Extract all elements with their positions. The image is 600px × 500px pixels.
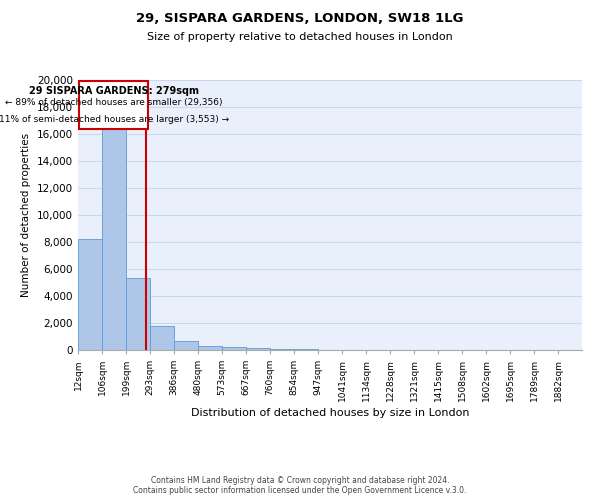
Text: ← 89% of detached houses are smaller (29,356): ← 89% of detached houses are smaller (29…	[5, 98, 223, 108]
Bar	[174, 340, 198, 350]
Bar	[270, 348, 294, 350]
Text: 29 SISPARA GARDENS: 279sqm: 29 SISPARA GARDENS: 279sqm	[29, 86, 199, 96]
Bar	[78, 240, 102, 350]
Bar	[102, 127, 126, 350]
Bar	[246, 348, 270, 350]
FancyBboxPatch shape	[79, 82, 148, 128]
Bar	[222, 348, 246, 350]
X-axis label: Distribution of detached houses by size in London: Distribution of detached houses by size …	[191, 408, 469, 418]
Y-axis label: Number of detached properties: Number of detached properties	[22, 133, 31, 297]
Bar	[294, 349, 318, 350]
Bar	[198, 346, 222, 350]
Text: 29, SISPARA GARDENS, LONDON, SW18 1LG: 29, SISPARA GARDENS, LONDON, SW18 1LG	[136, 12, 464, 26]
Text: Size of property relative to detached houses in London: Size of property relative to detached ho…	[147, 32, 453, 42]
Bar	[150, 326, 174, 350]
Text: Contains public sector information licensed under the Open Government Licence v.: Contains public sector information licen…	[133, 486, 467, 495]
Text: 11% of semi-detached houses are larger (3,553) →: 11% of semi-detached houses are larger (…	[0, 114, 229, 124]
Bar	[126, 278, 150, 350]
Text: Contains HM Land Registry data © Crown copyright and database right 2024.: Contains HM Land Registry data © Crown c…	[151, 476, 449, 485]
